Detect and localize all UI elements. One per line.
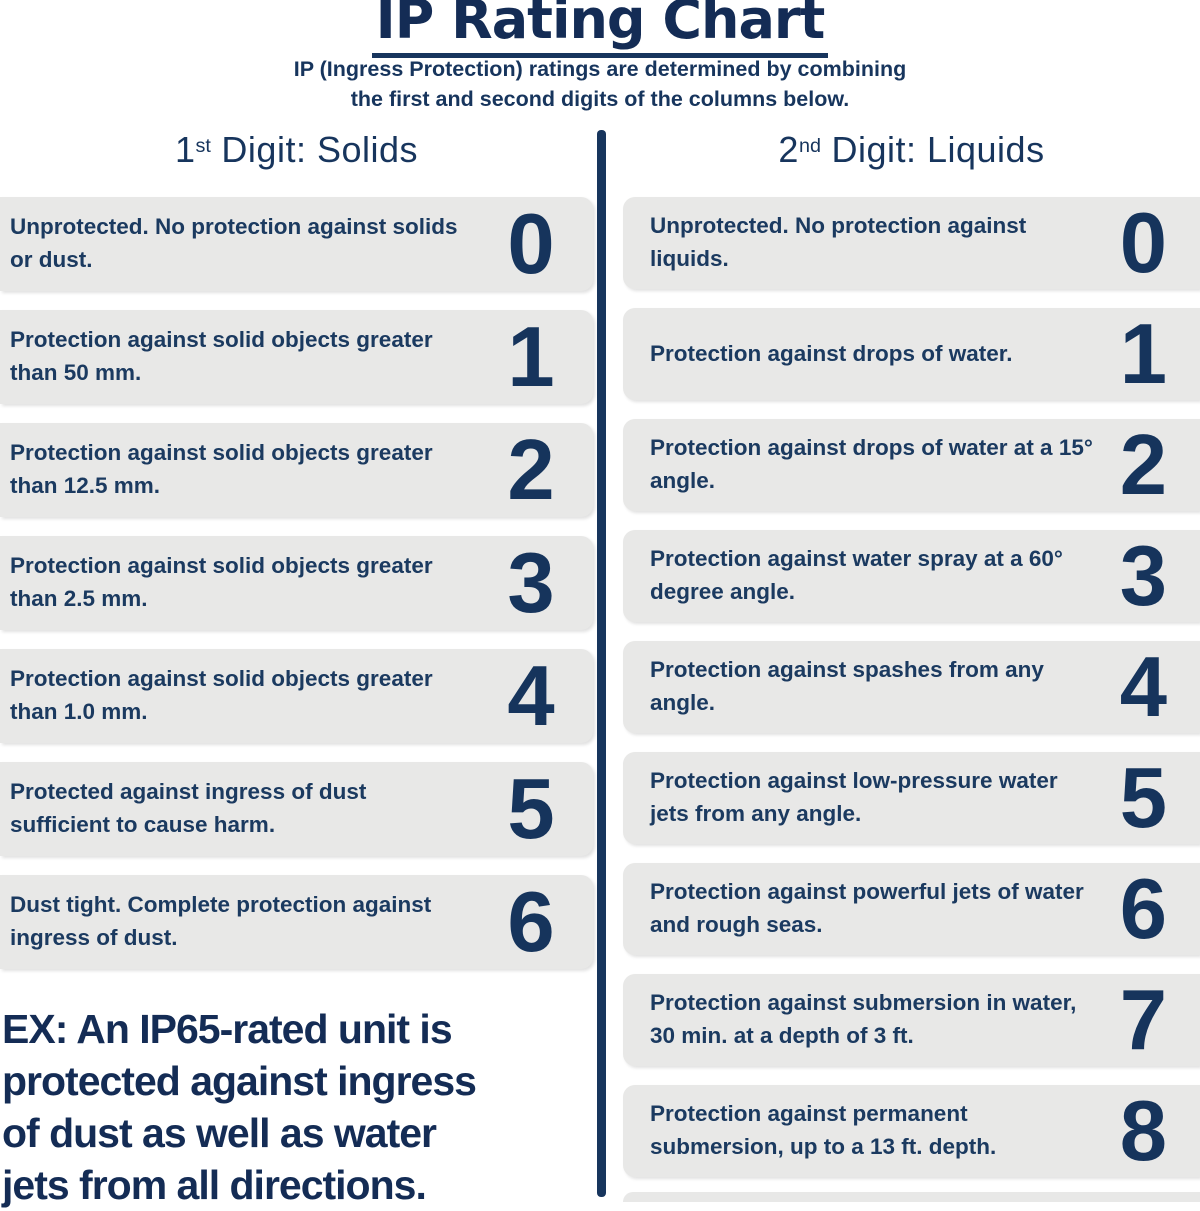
- liquids-rating-row-4: Protection against spashes from any angl…: [623, 641, 1200, 733]
- solids-heading-label: Digit: Solids: [210, 129, 418, 170]
- rating-description: Protection against water spray at a 60° …: [650, 546, 1063, 604]
- example-line: jets from all directions.: [2, 1162, 427, 1209]
- rating-digit: 7: [1119, 972, 1168, 1068]
- subtitle-line-2: the first and second digits of the colum…: [350, 87, 850, 112]
- solids-column-heading: 1st Digit: Solids: [0, 129, 593, 171]
- rating-description: Protection against drops of water.: [650, 340, 1013, 366]
- solids-rating-row-5: Protected against ingress of dust suffic…: [0, 762, 593, 856]
- liquids-rating-row-5: Protection against low-pressure water je…: [623, 752, 1200, 844]
- example-line: of dust as well as water: [2, 1110, 437, 1157]
- header: IP Rating Chart: [0, 0, 1200, 59]
- rating-description: Protection against submersion in water, …: [650, 990, 1077, 1048]
- example-text: EX: An IP65-rated unit is protected again…: [2, 1003, 602, 1211]
- liquids-column-heading: 2nd Digit: Liquids: [623, 129, 1200, 171]
- page-subtitle: IP (Ingress Protection) ratings are dete…: [0, 54, 1200, 114]
- solids-heading-number: 1: [175, 129, 196, 170]
- rating-digit: 6: [507, 874, 555, 970]
- solids-rating-row-2: Protection against solid objects greater…: [0, 423, 593, 517]
- liquids-rating-row-1: Protection against drops of water. 1: [623, 308, 1200, 400]
- rating-digit: 8: [1119, 1083, 1168, 1179]
- example-line: protected against ingress: [2, 1058, 477, 1105]
- liquids-rating-list: Unprotected. No protection against liqui…: [623, 197, 1200, 1177]
- liquids-rating-row-7: Protection against submersion in water, …: [623, 974, 1200, 1066]
- rating-digit: 3: [1119, 528, 1168, 624]
- rating-description: Protection against spashes from any angl…: [650, 657, 1044, 715]
- rating-digit: 4: [507, 648, 555, 744]
- rating-description: Protection against solid objects greater…: [10, 440, 433, 498]
- subtitle-line-1: IP (Ingress Protection) ratings are dete…: [293, 57, 907, 81]
- rating-description: Dust tight. Complete protection against …: [10, 892, 432, 950]
- column-divider: [597, 130, 606, 1197]
- rating-description: Protection against solid objects greater…: [10, 553, 433, 611]
- solids-rating-row-3: Protection against solid objects greater…: [0, 536, 593, 630]
- example-line: EX: An IP65-rated unit is: [2, 1006, 453, 1052]
- solids-rating-row-0: Unprotected. No protection against solid…: [0, 197, 593, 291]
- liquids-heading-label: Digit: Liquids: [820, 129, 1045, 170]
- rating-digit: 4: [1119, 639, 1168, 735]
- rating-description: Protection against low-pressure water je…: [650, 768, 1058, 826]
- rating-digit: 5: [507, 761, 555, 857]
- solids-rating-row-1: Protection against solid objects greater…: [0, 310, 593, 404]
- partial-next-row: [623, 1192, 1200, 1202]
- rating-digit: 2: [507, 422, 555, 518]
- liquids-rating-row-2: Protection against drops of water at a 1…: [623, 419, 1200, 511]
- rating-digit: 6: [1119, 861, 1168, 957]
- rating-digit: 3: [507, 535, 555, 631]
- rating-description: Protection against drops of water at a 1…: [650, 435, 1093, 493]
- rating-description: Protected against ingress of dust suffic…: [10, 779, 367, 837]
- rating-description: Protection against solid objects greater…: [10, 327, 433, 385]
- solids-rating-list: Unprotected. No protection against solid…: [0, 197, 593, 969]
- liquids-rating-row-6: Protection against powerful jets of wate…: [623, 863, 1200, 955]
- rating-digit: 5: [1119, 750, 1168, 846]
- liquids-rating-row-3: Protection against water spray at a 60° …: [623, 530, 1200, 622]
- rating-digit: 2: [1119, 417, 1168, 513]
- rating-digit: 1: [1119, 306, 1168, 402]
- page-title: IP Rating Chart: [371, 0, 829, 59]
- rating-digit: 0: [507, 196, 555, 292]
- liquids-heading-number: 2: [778, 129, 799, 170]
- rating-description: Protection against powerful jets of wate…: [650, 879, 1084, 937]
- liquids-rating-row-8: Protection against permanent submersion,…: [623, 1085, 1200, 1177]
- liquids-rating-row-0: Unprotected. No protection against liqui…: [623, 197, 1200, 289]
- rating-description: Protection against solid objects greater…: [10, 666, 433, 724]
- rating-digit: 0: [1119, 195, 1168, 291]
- rating-description: Unprotected. No protection against liqui…: [650, 213, 1027, 271]
- liquids-heading-ordinal: nd: [798, 135, 821, 158]
- rating-description: Protection against permanent submersion,…: [650, 1101, 997, 1159]
- solids-rating-row-6: Dust tight. Complete protection against …: [0, 875, 593, 969]
- solids-rating-row-4: Protection against solid objects greater…: [0, 649, 593, 743]
- rating-description: Unprotected. No protection against solid…: [10, 214, 458, 272]
- solids-heading-ordinal: st: [195, 135, 211, 158]
- rating-digit: 1: [507, 309, 555, 405]
